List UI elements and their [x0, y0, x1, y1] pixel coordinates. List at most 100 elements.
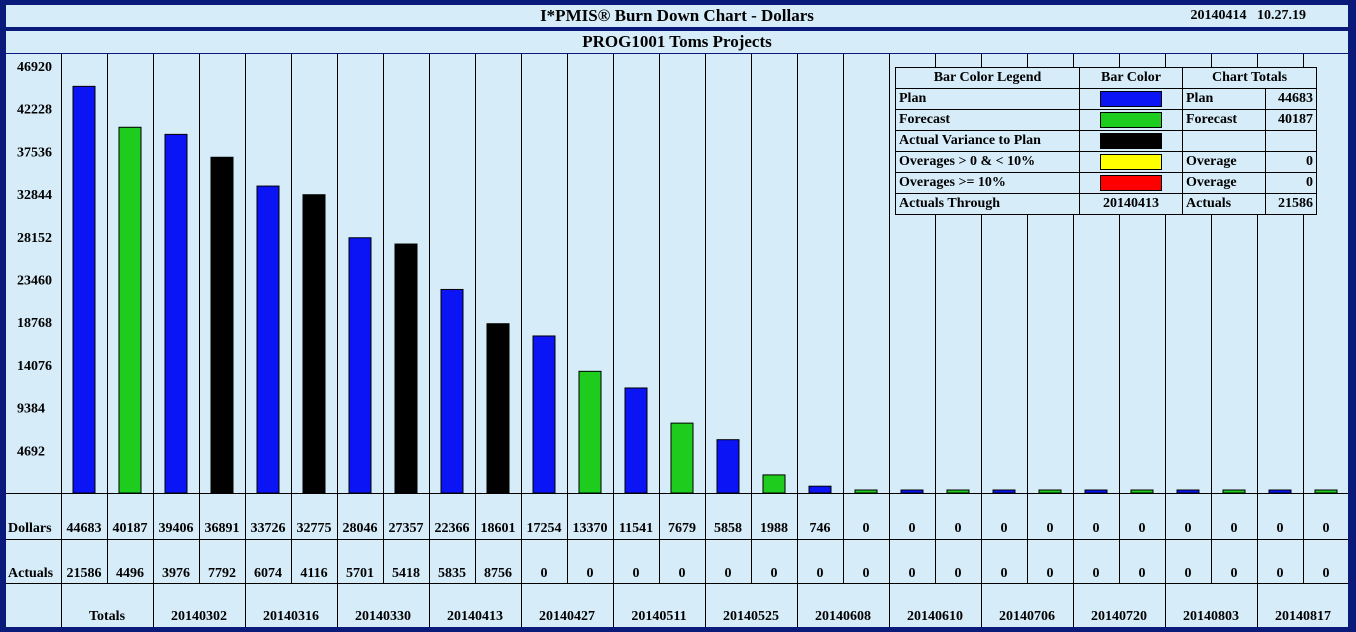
dollars-value: 5858	[714, 521, 742, 536]
actuals-value: 0	[1001, 566, 1008, 581]
bar-plan	[72, 85, 96, 494]
period-label: 20140330	[355, 609, 411, 624]
totals-value	[1265, 130, 1317, 152]
dollars-value: 0	[955, 521, 962, 536]
bar-forecast	[1314, 489, 1338, 494]
bar-forecast	[118, 126, 142, 494]
y-tick-label: 18768	[17, 316, 52, 331]
bar-plan	[1084, 489, 1108, 494]
dollars-value: 44683	[67, 521, 102, 536]
dollars-value: 0	[1323, 521, 1330, 536]
period-label: Totals	[89, 609, 126, 624]
actuals-value: 0	[909, 566, 916, 581]
totals-label	[1182, 130, 1266, 152]
actuals-value: 7792	[208, 566, 236, 581]
y-tick-label: 23460	[17, 274, 52, 289]
legend-label: Overages >= 10%	[895, 172, 1080, 194]
bar-plan	[808, 485, 832, 494]
totals-value: 0	[1265, 172, 1317, 194]
legend-totals-header: Chart Totals	[1182, 67, 1317, 89]
bar-plan	[440, 288, 464, 494]
bar-forecast	[762, 474, 786, 494]
bar-plan	[164, 133, 188, 494]
bar-forecast	[854, 489, 878, 494]
report-title: I*PMIS® Burn Down Chart - Dollars	[540, 6, 814, 25]
dollars-value: 0	[1277, 521, 1284, 536]
period-label: 20140608	[815, 609, 871, 624]
program-title: PROG1001 Toms Projects	[582, 32, 772, 51]
bar-forecast	[1222, 489, 1246, 494]
totals-label: Overage	[1182, 172, 1266, 194]
legend-row-plan: Plan Plan 44683	[895, 88, 1317, 110]
actuals-value: 0	[541, 566, 548, 581]
dollars-value: 0	[909, 521, 916, 536]
actuals-value: 21586	[67, 566, 102, 581]
actuals-value: 0	[1185, 566, 1192, 581]
legend-row-forecast: Forecast Forecast 40187	[895, 109, 1317, 131]
legend-label: Overages > 0 & < 10%	[895, 151, 1080, 173]
actuals-value: 8756	[484, 566, 512, 581]
legend-row-actual: Actual Variance to Plan	[895, 130, 1317, 152]
dollars-value: 0	[1001, 521, 1008, 536]
bar-plan	[256, 185, 280, 494]
totals-label: Forecast	[1182, 109, 1266, 131]
actuals-value: 0	[725, 566, 732, 581]
totals-value: 44683	[1265, 88, 1317, 110]
y-tick-label: 28152	[17, 231, 52, 246]
y-tick-label: 32844	[17, 188, 52, 203]
dollars-value: 11541	[619, 521, 653, 536]
bar-actual	[394, 243, 418, 494]
title-bar: I*PMIS® Burn Down Chart - Dollars 201404…	[6, 3, 1348, 29]
legend-label: Actuals Through	[895, 193, 1080, 215]
bar-forecast	[1130, 489, 1154, 494]
bar-plan	[716, 439, 740, 494]
bar-forecast	[946, 489, 970, 494]
bar-plan	[1268, 489, 1292, 494]
subtitle-bar: PROG1001 Toms Projects	[6, 29, 1348, 55]
report-date: 20140414	[1190, 8, 1247, 23]
period-label: 20140413	[447, 609, 503, 624]
legend-row-over-small: Overages > 0 & < 10% Overage 0	[895, 151, 1317, 173]
dollars-value: 7679	[668, 521, 696, 536]
period-label: 20140706	[999, 609, 1055, 624]
actuals-value: 0	[1323, 566, 1330, 581]
y-tick-label: 14076	[17, 359, 52, 374]
chart-area: 46920 42228 37536 32844 28152 23460 18768 14076…	[6, 54, 1350, 627]
dollars-value: 0	[1185, 521, 1192, 536]
actuals-value: 0	[679, 566, 686, 581]
actuals-value: 0	[1231, 566, 1238, 581]
dollars-value: 27357	[389, 521, 424, 536]
period-label: 20140302	[171, 609, 227, 624]
legend-row-over-large: Overages >= 10% Overage 0	[895, 172, 1317, 194]
actuals-row-label: Actuals	[8, 566, 54, 581]
dollars-value: 22366	[435, 521, 470, 536]
actuals-value: 5418	[392, 566, 420, 581]
dollars-value: 0	[863, 521, 870, 536]
legend-header-row: Bar Color Legend Bar Color Chart Totals	[895, 67, 1317, 89]
report-timestamp: 20140414 10.27.19	[1191, 5, 1307, 27]
actuals-value: 0	[771, 566, 778, 581]
legend-row-through: Actuals Through 20140413 Actuals 21586	[895, 193, 1317, 215]
bar-forecast	[670, 422, 694, 494]
dollars-value: 0	[1139, 521, 1146, 536]
bar-forecast	[1038, 489, 1062, 494]
actuals-value: 0	[1093, 566, 1100, 581]
actuals-value: 4116	[300, 566, 327, 581]
actuals-value: 0	[817, 566, 824, 581]
dollars-value: 0	[1047, 521, 1054, 536]
dollars-value: 18601	[481, 521, 516, 536]
bar-actual	[210, 156, 234, 494]
y-tick-label: 37536	[17, 145, 52, 160]
bar-plan	[900, 489, 924, 494]
legend-col-header: Bar Color Legend	[895, 67, 1080, 89]
bar-plan	[532, 335, 556, 494]
dollars-value: 39406	[159, 521, 194, 536]
dollars-value: 36891	[205, 521, 240, 536]
totals-value: 21586	[1265, 193, 1317, 215]
bar-forecast	[578, 370, 602, 494]
legend-swatch-over-large	[1100, 175, 1162, 191]
bar-plan	[1176, 489, 1200, 494]
bar-plan	[624, 387, 648, 494]
actuals-value: 0	[1277, 566, 1284, 581]
